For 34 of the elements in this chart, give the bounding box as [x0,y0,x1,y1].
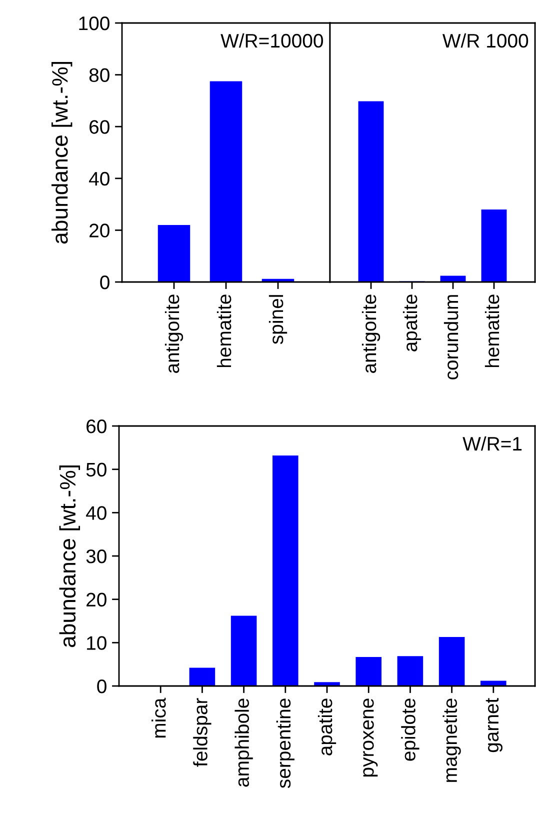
x-tick-label: pyroxene [363,698,378,777]
x-tick-label: corundum [444,295,458,380]
annotation: W/R=10000 [220,33,323,48]
x-tick-label: magnetite [442,698,461,782]
x-tick-label: hematite [216,294,232,368]
y-tick-label: 20 [90,224,110,238]
x-tick-label: serpentine [276,698,294,788]
annotation: W/R=1 [462,436,522,451]
y-tick-label: 0 [100,275,110,290]
y-axis-title: abundance [wt.-%] [51,62,72,244]
y-tick-label: 0 [97,679,106,694]
y-tick-label: 40 [86,506,106,520]
x-tick-label: garnet [486,698,502,752]
x-tick-label: hematite [484,294,500,368]
x-tick-label: antigorite [164,294,184,373]
y-tick-label: 20 [86,592,106,607]
annotation: W/R 1000 [442,33,528,48]
y-tick-label: 80 [89,68,110,82]
y-tick-label: 60 [90,120,110,134]
y-tick-label: 100 [79,16,110,30]
y-tick-label: 30 [86,549,106,564]
y-tick-label: 40 [89,172,110,186]
x-tick-label: mica [152,698,166,738]
x-tick-label: amphibole [234,698,253,787]
y-tick-label: 10 [87,636,106,650]
y-tick-label: 60 [86,419,106,434]
x-tick-label: apatite [402,294,422,352]
x-tick-label: spinel [268,295,288,344]
x-tick-label: feldspar [193,698,212,767]
y-tick-label: 50 [86,462,106,477]
x-tick-label: antigorite [362,294,380,373]
y-axis-title: abundance [wt.-%] [59,466,80,648]
x-tick-label: epidote [401,698,420,761]
x-tick-label: apatite [318,698,336,756]
